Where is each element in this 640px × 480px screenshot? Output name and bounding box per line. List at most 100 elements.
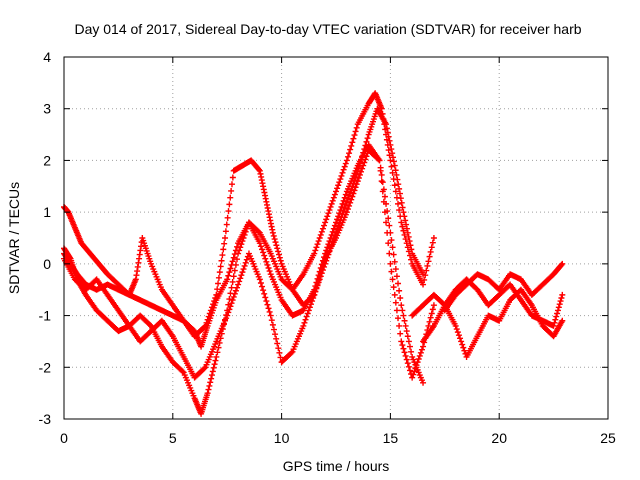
data-point xyxy=(356,171,363,178)
data-point xyxy=(262,255,269,262)
data-point xyxy=(395,280,402,287)
data-point xyxy=(385,215,392,222)
data-point xyxy=(236,278,243,285)
data-point xyxy=(342,201,349,208)
data-point xyxy=(404,360,411,367)
data-point xyxy=(459,341,466,348)
data-point xyxy=(428,310,435,317)
data-point xyxy=(390,251,397,258)
data-point xyxy=(379,188,386,195)
data-point xyxy=(458,338,465,345)
data-point xyxy=(399,342,406,349)
data-point xyxy=(240,235,247,241)
data-point xyxy=(425,322,432,329)
data-point xyxy=(230,254,237,261)
data-point xyxy=(404,333,411,340)
data-point xyxy=(261,252,268,259)
data-point xyxy=(397,330,404,337)
data-point xyxy=(314,281,321,288)
data-point xyxy=(266,268,273,275)
data-point xyxy=(399,223,406,230)
data-point xyxy=(275,251,282,258)
data-point xyxy=(179,368,186,375)
y-axis-label: SDTVAR / TECUs xyxy=(6,182,22,294)
data-point xyxy=(398,338,405,345)
data-point xyxy=(455,332,462,339)
data-point xyxy=(395,315,402,322)
data-point xyxy=(225,208,232,215)
series-sat-g xyxy=(441,260,566,314)
data-point xyxy=(391,291,398,298)
data-point xyxy=(376,157,383,164)
data-point xyxy=(401,231,408,238)
data-point xyxy=(204,390,211,397)
chart-title: Day 014 of 2017, Sidereal Day-to-day VTE… xyxy=(74,21,581,37)
data-point xyxy=(401,349,408,356)
data-point xyxy=(239,269,246,276)
data-point xyxy=(348,142,355,149)
data-point xyxy=(240,266,247,273)
data-point xyxy=(203,319,210,326)
data-point xyxy=(457,335,464,342)
data-point xyxy=(420,343,427,350)
data-point xyxy=(396,322,403,329)
data-point xyxy=(225,309,232,316)
data-point xyxy=(321,222,328,229)
data-point xyxy=(385,240,392,247)
data-point xyxy=(417,349,424,356)
y-tick-label: -2 xyxy=(39,359,52,375)
data-point xyxy=(362,156,369,163)
data-point xyxy=(352,184,359,191)
data-point xyxy=(334,216,341,223)
series-sat-d xyxy=(61,147,437,381)
data-point xyxy=(397,195,404,202)
data-point xyxy=(236,247,243,254)
data-point xyxy=(315,238,322,245)
data-point xyxy=(301,319,308,326)
data-point xyxy=(428,244,435,251)
data-point xyxy=(361,159,368,166)
data-point xyxy=(360,162,367,169)
data-point xyxy=(208,372,215,379)
data-point xyxy=(331,222,338,229)
data-point xyxy=(237,275,244,282)
x-axis-label: GPS time / hours xyxy=(283,458,390,474)
data-point xyxy=(342,191,349,198)
data-point xyxy=(414,359,421,366)
data-point xyxy=(241,262,248,269)
data-point xyxy=(323,216,330,223)
data-point xyxy=(215,274,222,281)
data-point xyxy=(339,169,346,176)
data-point xyxy=(263,258,270,265)
data-point xyxy=(216,269,223,276)
data-point xyxy=(554,310,561,317)
data-point xyxy=(363,138,370,145)
data-point xyxy=(230,273,237,280)
data-point xyxy=(235,250,242,257)
data-point xyxy=(222,235,229,241)
data-point xyxy=(257,279,264,286)
data-point xyxy=(426,253,433,260)
data-point xyxy=(558,261,565,268)
data-point xyxy=(262,294,269,301)
data-point xyxy=(327,235,334,241)
data-point xyxy=(343,198,350,205)
data-point xyxy=(224,312,231,319)
data-point xyxy=(408,246,415,253)
data-point xyxy=(405,363,412,370)
data-point xyxy=(347,199,354,206)
data-point xyxy=(326,238,333,245)
data-point xyxy=(407,242,414,249)
data-point xyxy=(404,229,411,236)
y-tick-label: -1 xyxy=(39,308,52,324)
data-point xyxy=(342,160,349,167)
x-tick-label: 15 xyxy=(383,430,399,446)
data-point xyxy=(395,181,402,188)
data-point xyxy=(334,185,341,192)
data-point xyxy=(224,214,231,221)
data-point xyxy=(343,157,350,164)
y-tick-label: 3 xyxy=(43,101,51,117)
data-point xyxy=(387,260,394,267)
data-point xyxy=(392,167,399,174)
data-point xyxy=(400,312,407,319)
